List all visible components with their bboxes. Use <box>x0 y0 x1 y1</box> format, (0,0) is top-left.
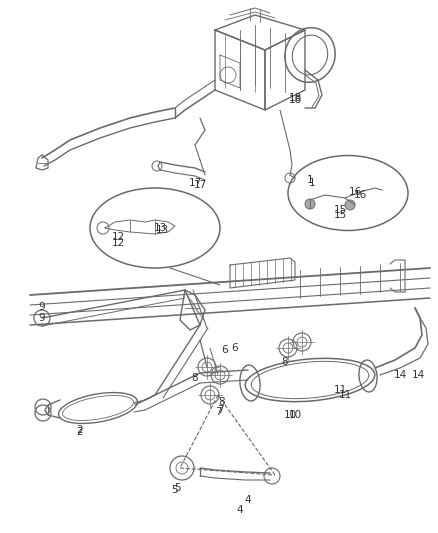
Text: 9: 9 <box>39 302 45 312</box>
Text: 12: 12 <box>111 238 124 248</box>
Text: 1: 1 <box>306 175 313 185</box>
Text: 13: 13 <box>153 223 166 233</box>
Circle shape <box>344 200 354 210</box>
Text: 6: 6 <box>231 343 238 353</box>
Text: 18: 18 <box>288 93 301 103</box>
Text: 10: 10 <box>283 410 296 420</box>
Text: 11: 11 <box>338 390 351 400</box>
Text: 8: 8 <box>218 397 225 407</box>
Text: 14: 14 <box>392 370 406 380</box>
Text: 6: 6 <box>221 345 228 355</box>
Text: 17: 17 <box>193 180 206 190</box>
Text: 10: 10 <box>288 410 301 420</box>
Text: 4: 4 <box>236 505 243 515</box>
Text: 17: 17 <box>188 178 201 188</box>
Text: 4: 4 <box>244 495 251 505</box>
Circle shape <box>304 199 314 209</box>
Text: 2: 2 <box>77 427 83 437</box>
Text: 1: 1 <box>308 178 314 188</box>
Text: 5: 5 <box>174 483 181 493</box>
Text: 16: 16 <box>353 190 366 200</box>
Text: 5: 5 <box>171 485 178 495</box>
Text: 13: 13 <box>155 225 168 235</box>
Text: 15: 15 <box>332 205 346 215</box>
Text: 7: 7 <box>216 405 223 415</box>
Text: 15: 15 <box>332 210 346 220</box>
Text: 8: 8 <box>191 373 198 383</box>
Text: 16: 16 <box>348 187 361 197</box>
Text: 8: 8 <box>281 357 288 367</box>
Text: 7: 7 <box>214 407 221 417</box>
Text: 14: 14 <box>410 370 424 380</box>
Text: 11: 11 <box>332 385 346 395</box>
Text: 12: 12 <box>111 232 124 242</box>
Text: 9: 9 <box>39 313 45 323</box>
Text: 2: 2 <box>77 425 83 435</box>
Text: 18: 18 <box>288 95 301 105</box>
